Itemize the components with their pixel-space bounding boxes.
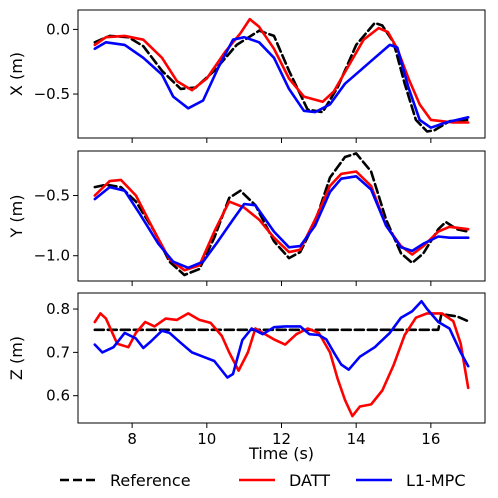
legend-label: Reference (110, 471, 191, 490)
legend-label: DATT (289, 471, 330, 490)
series-line-datt (93, 312, 470, 418)
y-tick-label: 0.0 (46, 20, 70, 38)
series-line-reference (93, 21, 470, 133)
y-tick-label: −1.0 (34, 247, 70, 265)
x-tick-label: 8 (127, 430, 137, 448)
series-line-l1-mpc (93, 299, 470, 379)
x-tick-label: 10 (197, 430, 216, 448)
x-tick-label: 14 (347, 430, 366, 448)
series-line-l1-mpc (93, 35, 470, 129)
y-axis-label: Z (m) (7, 336, 26, 380)
y-axis-label: Y (m) (7, 195, 26, 239)
series-line-datt (93, 17, 470, 124)
subplot-frame (77, 150, 486, 282)
legend-label: L1-MPC (406, 471, 466, 490)
y-tick-label: −0.5 (34, 187, 70, 205)
x-tick-label: 16 (421, 430, 440, 448)
y-tick-label: −0.5 (34, 85, 70, 103)
subplot-frame (77, 292, 486, 424)
x-axis-label: Time (s) (248, 444, 314, 463)
y-axis-label: X (m) (7, 52, 26, 96)
y-tick-label: 0.7 (46, 343, 70, 361)
series-line-reference (93, 152, 470, 277)
series-line-datt (93, 170, 470, 272)
y-tick-label: 0.8 (46, 300, 70, 318)
y-tick-label: 0.6 (46, 387, 70, 405)
x-tick-label: 12 (272, 430, 291, 448)
series-line-l1-mpc (93, 175, 470, 270)
